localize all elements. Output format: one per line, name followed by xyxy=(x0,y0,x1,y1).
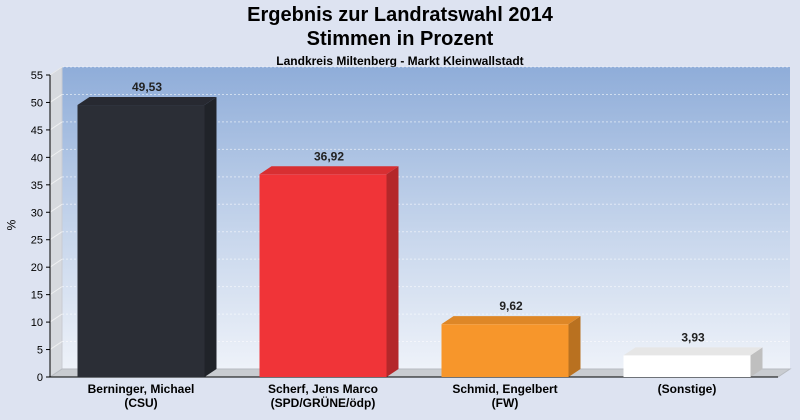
bar-front xyxy=(77,105,205,377)
y-tick-label: 10 xyxy=(31,317,43,329)
gridline-side xyxy=(49,176,63,186)
y-tick-label: 30 xyxy=(31,207,43,219)
bar xyxy=(623,347,763,377)
x-tick-label: Schmid, Engelbert xyxy=(452,382,557,396)
chart-subtitle: Landkreis Miltenberg - Markt Kleinwallst… xyxy=(276,54,524,68)
chart-title-line2: Stimmen in Prozent xyxy=(306,28,494,50)
bar-front xyxy=(441,324,569,377)
bar-value-label: 3,93 xyxy=(681,330,705,344)
bar xyxy=(441,316,581,377)
bar-side xyxy=(204,97,217,377)
gridline-side xyxy=(49,66,63,76)
bar-top xyxy=(623,347,763,356)
gridline-side xyxy=(49,203,63,213)
bar-top xyxy=(259,166,399,175)
gridline-side xyxy=(49,258,63,268)
y-tick-label: 15 xyxy=(31,290,43,302)
y-tick-label: 25 xyxy=(31,235,43,247)
gridline-side xyxy=(49,231,63,241)
y-tick-label: 45 xyxy=(31,125,43,137)
y-tick-label: 35 xyxy=(31,180,43,192)
y-tick-label: 50 xyxy=(31,97,43,109)
gridline-side xyxy=(49,148,63,158)
gridline-side xyxy=(49,313,63,323)
bar-top xyxy=(77,97,217,106)
y-tick-label: 0 xyxy=(37,372,43,384)
x-tick-label: (SPD/GRÜNE/ödp) xyxy=(271,395,376,410)
bar-value-label: 36,92 xyxy=(314,149,344,163)
y-tick-label: 55 xyxy=(31,70,43,82)
bar-top xyxy=(441,316,581,325)
bar-side xyxy=(568,316,581,377)
bar-side xyxy=(750,347,763,377)
gridline-side xyxy=(49,94,63,103)
chart-title: Ergebnis zur Landratswahl 2014 xyxy=(247,4,553,26)
bar xyxy=(77,97,217,377)
y-tick-label: 40 xyxy=(31,152,43,164)
bar xyxy=(259,166,399,377)
bar-value-label: 49,53 xyxy=(132,80,162,94)
y-tick-label: 5 xyxy=(37,345,43,357)
bar-value-label: 9,62 xyxy=(499,299,523,313)
x-tick-label: (FW) xyxy=(492,396,519,410)
side-wall xyxy=(49,66,63,378)
bar-front xyxy=(259,174,387,377)
bar-front xyxy=(623,355,751,377)
bar-side xyxy=(386,166,399,377)
y-tick-label: 20 xyxy=(31,262,43,274)
x-tick-label: (Sonstige) xyxy=(658,382,717,396)
gridline-side xyxy=(49,121,63,131)
gridline-side xyxy=(49,286,63,296)
x-tick-label: Scherf, Jens Marco xyxy=(268,382,378,396)
x-tick-label: (CSU) xyxy=(124,396,157,410)
gridline-side xyxy=(49,341,63,350)
x-tick-label: Berninger, Michael xyxy=(88,382,195,396)
